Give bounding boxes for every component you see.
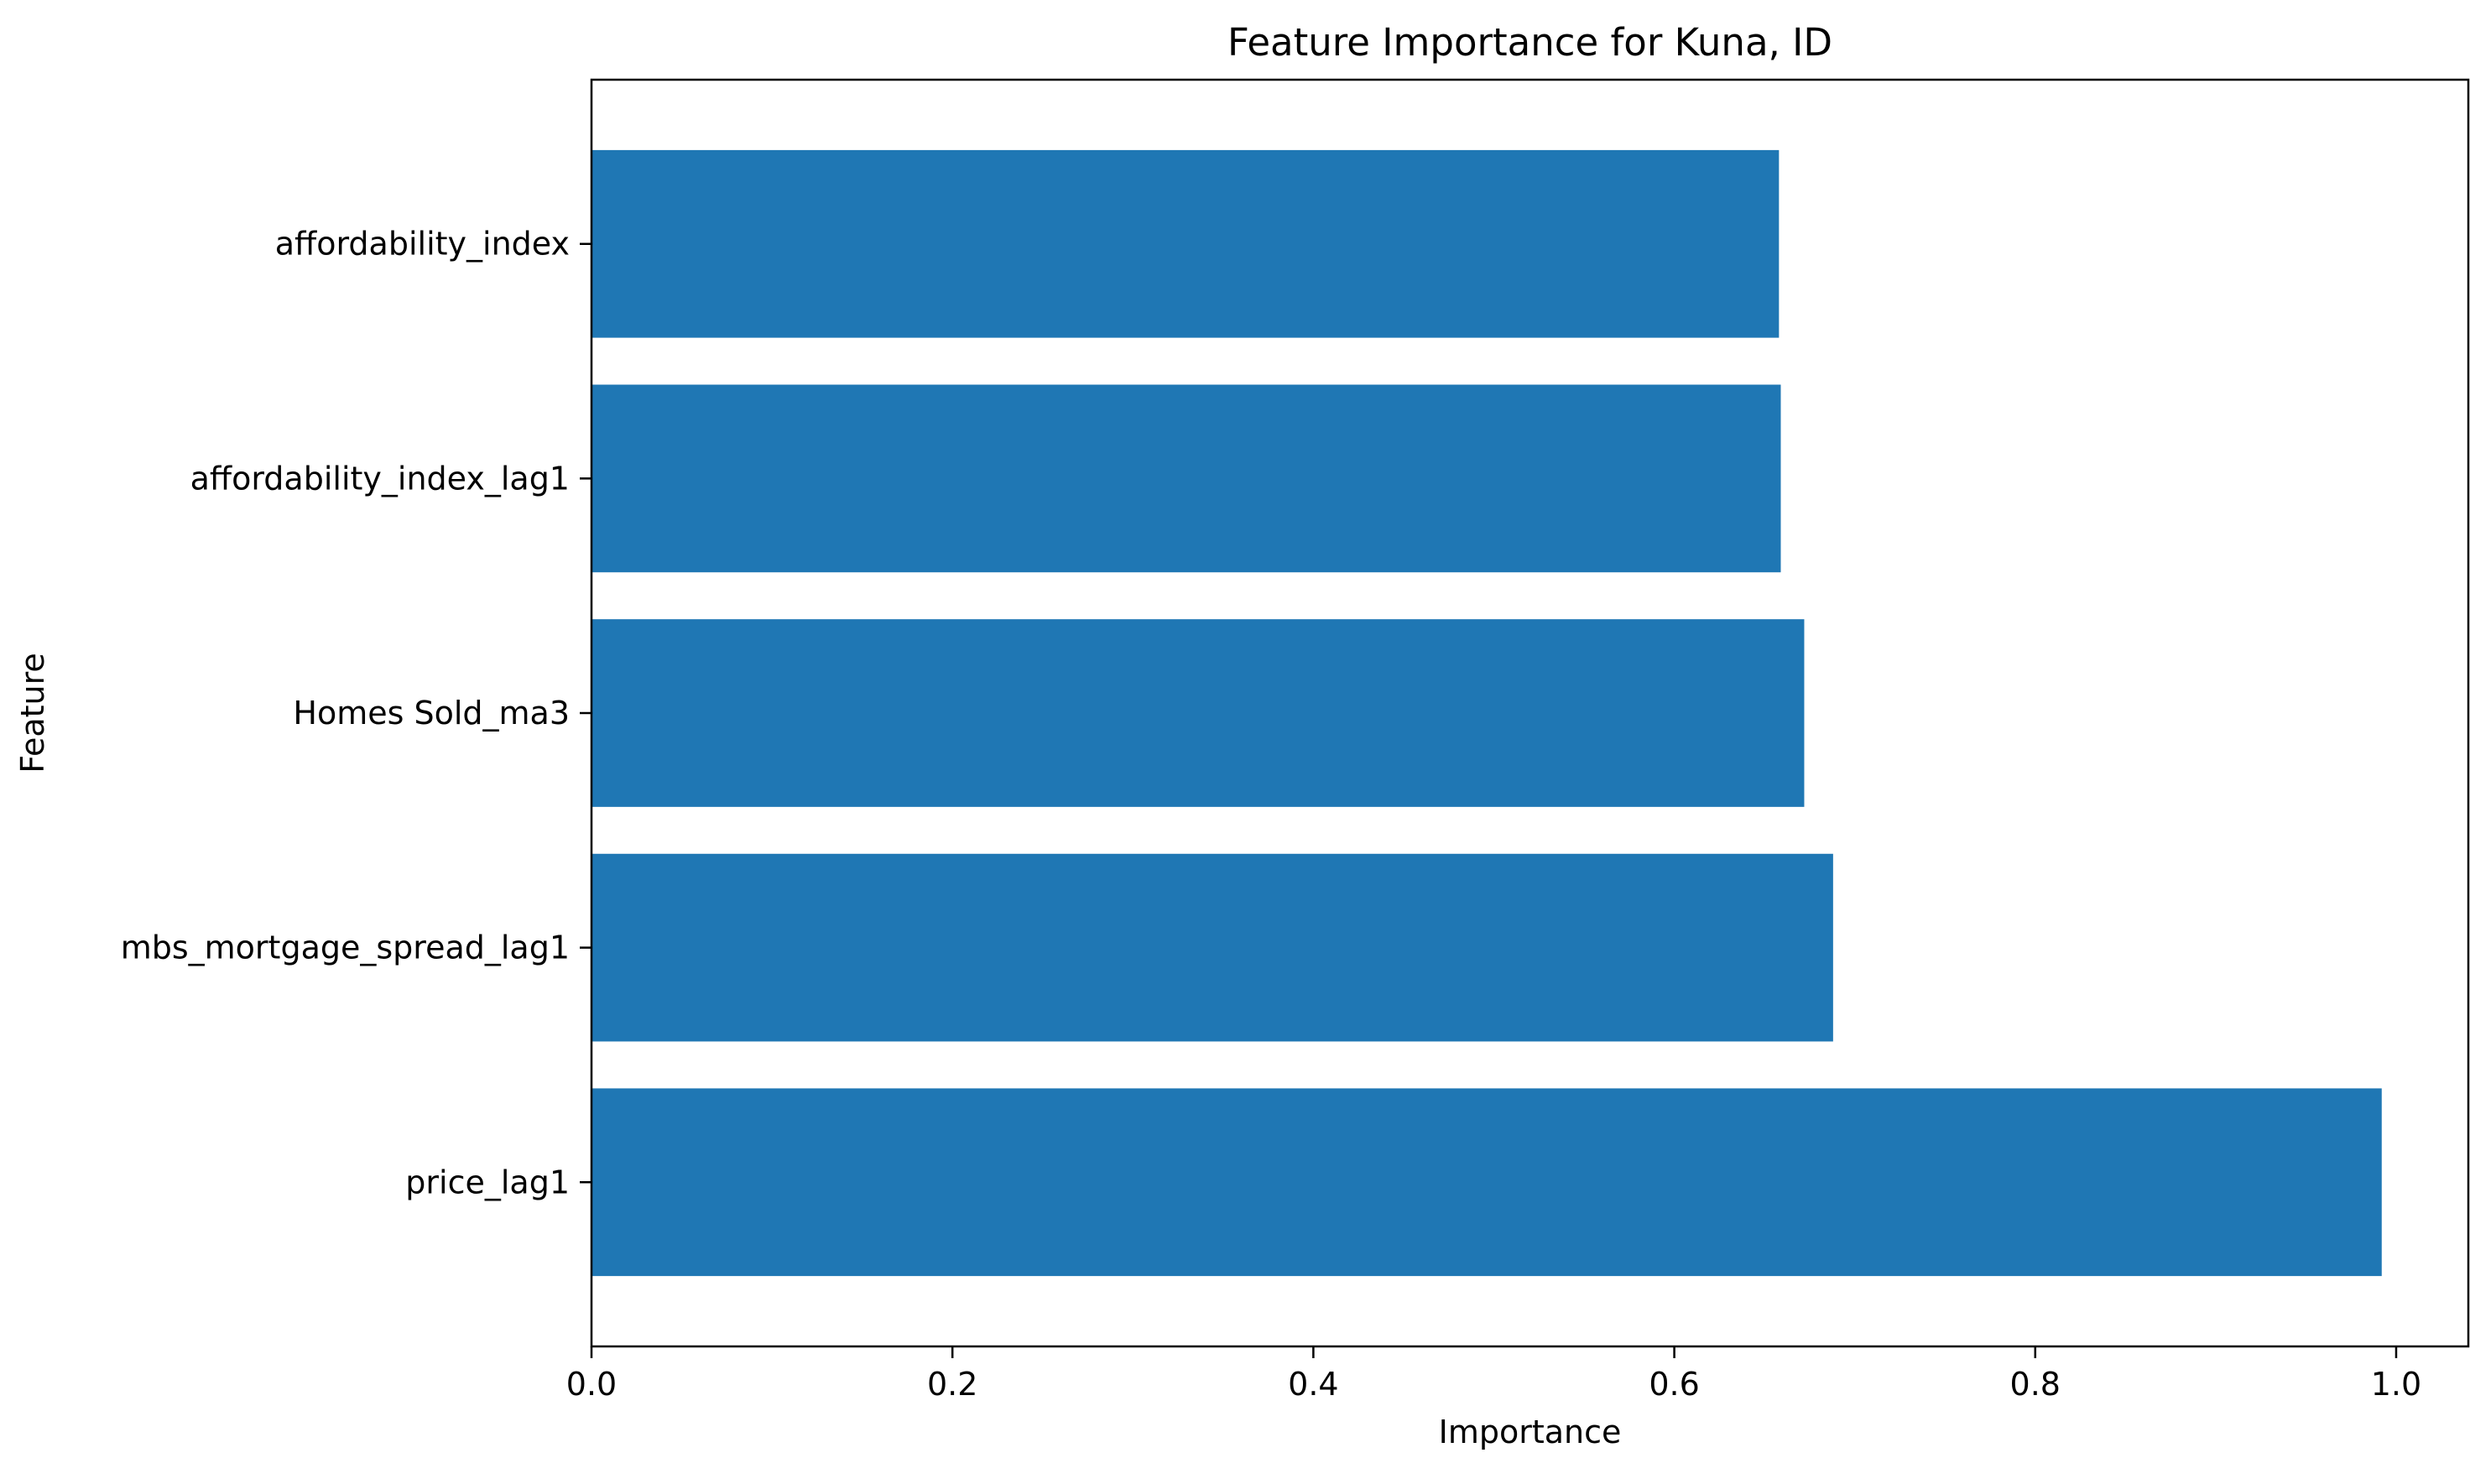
chart-title: Feature Importance for Kuna, ID (1227, 20, 1832, 65)
x-axis-title: Importance (1439, 1414, 1622, 1450)
x-tick-label: 0.2 (927, 1366, 977, 1403)
bar-price-lag1 (591, 1088, 2382, 1277)
bar-affordability-index (591, 149, 1780, 338)
y-tick-label: Homes Sold_ma3 (293, 695, 570, 732)
x-tick-label: 0.6 (1649, 1366, 1699, 1403)
x-tick-label: 0.0 (566, 1366, 617, 1403)
x-tick-label: 1.0 (2371, 1366, 2421, 1403)
bar-homes-sold-ma3 (591, 619, 1805, 807)
x-tick-label: 0.8 (2010, 1366, 2061, 1403)
y-tick-label: affordability_index_lag1 (190, 460, 570, 497)
y-tick-label: mbs_mortgage_spread_lag1 (121, 929, 570, 966)
x-tick-label: 0.4 (1288, 1366, 1338, 1403)
bar-mbs-mortgage-spread-lag1 (591, 853, 1833, 1042)
bar-affordability-index-lag1 (591, 384, 1781, 573)
ticks-group: price_lag1 mbs_mortgage_spread_lag1 Homes … (121, 226, 2421, 1403)
bars-group (591, 149, 2382, 1277)
plot-frame (590, 78, 2470, 1348)
y-tick-label: affordability_index (275, 226, 570, 263)
y-axis-title: Feature (14, 653, 51, 773)
y-tick-label: price_lag1 (405, 1164, 570, 1200)
